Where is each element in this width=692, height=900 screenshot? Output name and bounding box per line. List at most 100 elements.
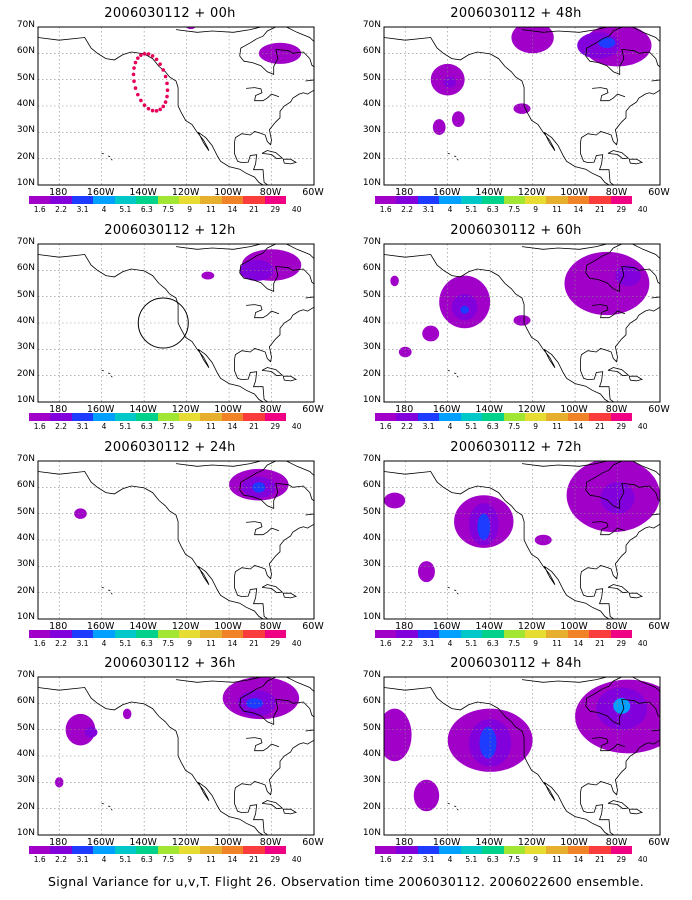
lat-tick-label: 20N [16, 151, 35, 162]
coastline [580, 89, 660, 146]
observation-point [133, 86, 138, 90]
colorbar-label: 6.3 [140, 639, 153, 648]
coastline [632, 461, 660, 476]
colorbar-swatch [439, 630, 461, 638]
colorbar-swatch [114, 413, 137, 421]
lon-tick-label: 100W [214, 837, 242, 848]
colorbar-label: 9 [187, 205, 193, 214]
map-plot [37, 460, 315, 620]
colorbar-swatch [114, 630, 137, 638]
coastline [607, 584, 630, 594]
colorbar-label: 4 [447, 855, 453, 864]
coastline [175, 461, 261, 467]
colorbar-swatch [221, 846, 244, 854]
lon-tick-label: 80W [605, 837, 628, 848]
coastline [447, 370, 450, 372]
lon-tick-label: 180 [49, 621, 68, 632]
lat-tick-label: 50N [16, 722, 35, 733]
colorbar-swatch [157, 846, 179, 854]
colorbar-swatch [482, 846, 504, 854]
colorbar-label: 2.2 [55, 855, 68, 864]
colorbar-label: 5.1 [119, 422, 132, 431]
lon-tick-label: 140W [129, 404, 157, 415]
observation-point [161, 68, 166, 72]
colorbar-swatch [567, 413, 590, 421]
variance-contour [432, 119, 446, 135]
coastline [282, 808, 298, 815]
colorbar-swatch [439, 196, 461, 204]
colorbar-swatch [136, 413, 158, 421]
coastline [239, 265, 311, 292]
lon-tick-label: 100W [214, 404, 242, 415]
colorbar-label: 40 [291, 855, 302, 864]
coastline [234, 739, 314, 796]
colorbar-swatch [243, 846, 265, 854]
lat-tick-label: 70N [362, 237, 381, 247]
lat-tick-label: 40N [362, 316, 381, 326]
coastline [38, 687, 264, 835]
panel-title: 2006030112 + 12h [104, 223, 236, 238]
lon-tick-label: 80W [259, 621, 282, 632]
lon-tick-label: 180 [395, 187, 414, 198]
colorbar-swatch [396, 196, 418, 204]
lon-tick-label: 180 [395, 404, 414, 415]
lat-tick-label: 20N [362, 585, 381, 596]
colorbar-swatch [29, 413, 51, 421]
colorbar-label: 9 [533, 205, 539, 214]
map-panel-36h: 2006030112 + 36h 70N 60N 50N 40N 30N 20N 10N 18… [5, 656, 335, 871]
lat-tick-label: 70N [16, 20, 35, 30]
coastline [521, 244, 607, 250]
observation-point [139, 98, 143, 103]
lon-tick-label: 100W [214, 187, 242, 198]
colorbar-label: 14 [573, 639, 584, 648]
observation-point [163, 74, 168, 79]
lat-tick-label: 60N [362, 46, 381, 57]
colorbar-swatch [50, 196, 72, 204]
map-plot [383, 676, 661, 836]
lat-tick-label: 30N [362, 775, 381, 786]
colorbar-swatch [610, 846, 633, 854]
colorbar-label: 5.1 [119, 639, 132, 648]
coastline [628, 375, 644, 382]
colorbar-label: 29 [270, 855, 281, 864]
colorbar-label: 1.6 [379, 422, 392, 431]
coastline [521, 677, 607, 683]
colorbar-label: 5.1 [119, 855, 132, 864]
colorbar-swatch [589, 846, 611, 854]
colorbar-label: 3.1 [76, 422, 89, 431]
coastline [234, 359, 269, 402]
coastline [261, 367, 284, 377]
lat-tick-label: 10N [362, 612, 381, 622]
lat-tick-label: 60N [16, 263, 35, 274]
panel-title: 2006030112 + 36h [104, 656, 236, 671]
lon-tick-label: 160W [86, 404, 115, 415]
coastline [305, 708, 314, 732]
lon-tick-label: 140W [475, 404, 503, 415]
coastline [234, 142, 269, 185]
coastline [456, 375, 459, 378]
lon-tick-label: 60W [648, 404, 670, 415]
colorbar-swatch [71, 630, 94, 638]
lat-tick-label: 20N [362, 368, 381, 379]
variance-contour [122, 708, 132, 720]
lat-tick-label: 30N [16, 559, 35, 570]
colorbar-swatch [417, 846, 440, 854]
colorbar-swatch [221, 630, 244, 638]
observation-point [136, 56, 140, 60]
lat-tick-label: 40N [16, 533, 35, 543]
lat-tick-label: 50N [16, 72, 35, 83]
colorbar-swatch [503, 413, 525, 421]
coastline [101, 587, 104, 589]
colorbar-swatch [114, 196, 137, 204]
colorbar-swatch [482, 630, 504, 638]
colorbar-swatch [243, 630, 265, 638]
colorbar-swatch [114, 846, 137, 854]
lon-tick-label: 60W [648, 187, 670, 198]
lat-tick-label: 30N [16, 125, 35, 136]
colorbar-label: 29 [616, 639, 627, 648]
colorbar-swatch [417, 196, 440, 204]
colorbar-label: 5.1 [465, 205, 478, 214]
colorbar-swatch [567, 846, 590, 854]
colorbar-label: 1.6 [33, 422, 46, 431]
map-panel-72h: 2006030112 + 72h 70N 60N 50N 40N 30N 20N 10N 18… [351, 440, 681, 655]
